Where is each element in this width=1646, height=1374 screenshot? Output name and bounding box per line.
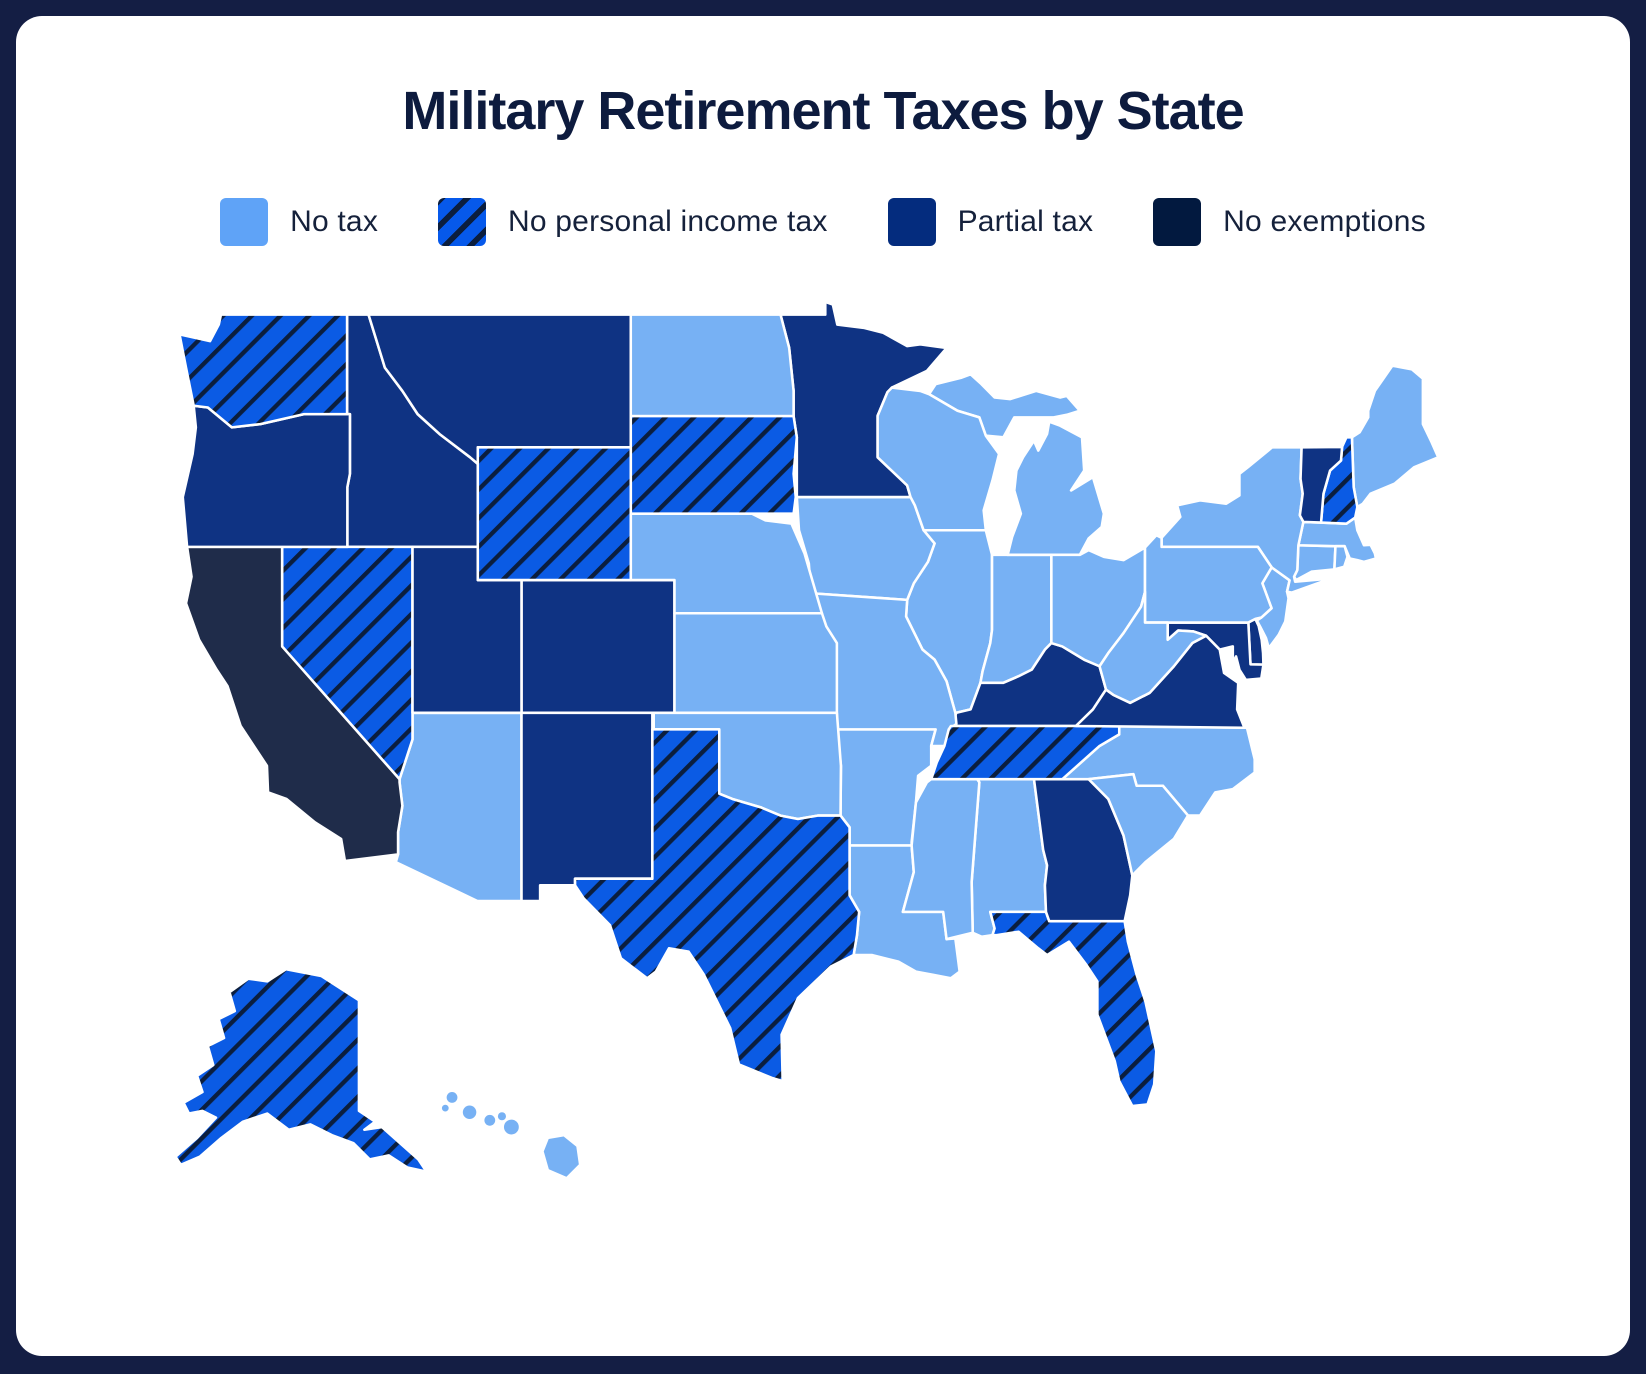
legend-item-no_tax: No tax (220, 198, 379, 247)
state-NV (280, 545, 414, 781)
legend-label-no_personal_income_tax: No personal income tax (508, 205, 828, 239)
state-WA (178, 313, 349, 429)
state-CO (520, 578, 676, 715)
state-PA (1143, 534, 1273, 624)
state-TX (573, 728, 861, 1083)
state-MI (927, 373, 1106, 557)
state-AZ (394, 711, 523, 903)
state-HI (462, 1105, 477, 1120)
legend-label-no_tax: No tax (290, 205, 379, 239)
legend-swatch-no_personal_income_tax (438, 198, 487, 247)
state-OR (181, 404, 352, 549)
state-WY (476, 446, 633, 582)
state-WV (1098, 590, 1208, 705)
state-VT (1298, 445, 1344, 524)
legend-item-no_personal_income_tax: No personal income tax (438, 198, 828, 247)
legend-swatch-no_tax (220, 198, 269, 247)
state-RI (1333, 545, 1349, 571)
state-HI (446, 1092, 458, 1103)
state-HI (441, 1104, 449, 1112)
state-CT (1292, 544, 1337, 582)
infographic-card: Military Retirement Taxes by State No ta… (16, 16, 1630, 1356)
legend-label-partial_tax: Partial tax (957, 205, 1094, 239)
state-TN (929, 724, 1121, 781)
legend-swatch-partial_tax (887, 198, 936, 247)
state-MS (901, 777, 981, 941)
state-AK (174, 968, 428, 1173)
state-HI (484, 1115, 496, 1126)
state-ND (629, 313, 795, 418)
legend-item-partial_tax: Partial tax (887, 198, 1094, 247)
state-WI (876, 386, 1001, 532)
state-SC (1087, 772, 1190, 877)
state-KS (673, 612, 839, 715)
state-ME (1350, 364, 1440, 509)
legend-label-no_exemptions: No exemptions (1223, 205, 1426, 239)
legend-item-no_exemptions: No exemptions (1153, 198, 1426, 247)
state-NM (520, 711, 654, 903)
state-HI (503, 1119, 519, 1135)
state-HI (541, 1133, 582, 1180)
legend-swatch-no_exemptions (1153, 198, 1202, 247)
page-title: Military Retirement Taxes by State (402, 81, 1244, 141)
state-NE (629, 512, 824, 615)
state-SD (629, 414, 799, 516)
us-map (174, 300, 1440, 1180)
state-IA (795, 495, 936, 602)
states-group (174, 300, 1440, 1180)
state-FL (988, 910, 1158, 1108)
state-HI (497, 1112, 506, 1121)
legend: No tax No personal income tax Partial tax N… (16, 198, 1630, 247)
map-container (16, 288, 1630, 1189)
